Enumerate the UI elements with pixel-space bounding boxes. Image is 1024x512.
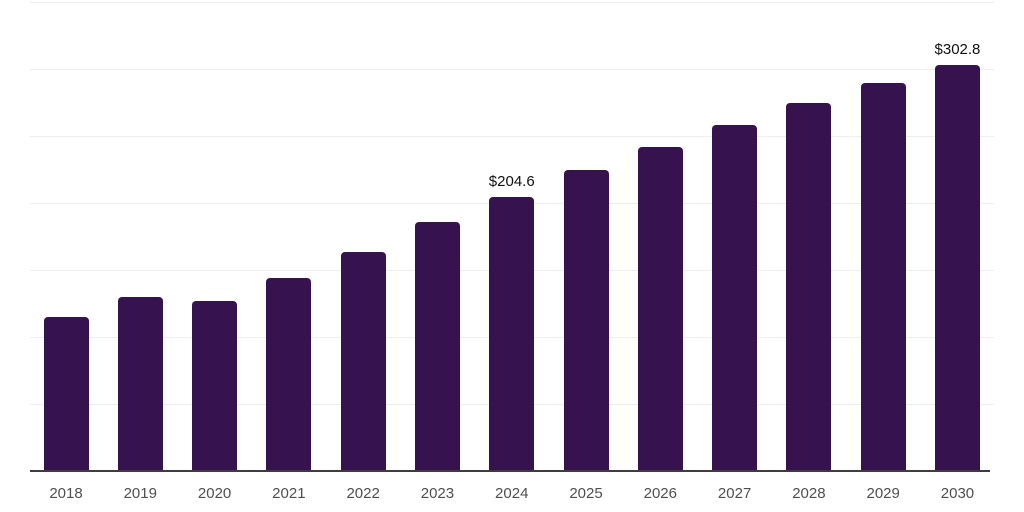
x-tick-2018: 2018 (49, 485, 83, 502)
bar-2029 (860, 83, 906, 471)
gridline-350 (30, 2, 994, 3)
bar-2025 (563, 170, 609, 471)
x-tick-2020: 2020 (197, 485, 232, 502)
x-tick-2024: 2024 (495, 485, 529, 502)
bar-2018 (43, 316, 89, 471)
x-tick-2029: 2029 (866, 485, 900, 502)
bar-2026 (637, 146, 683, 471)
bar-2028 (786, 103, 832, 471)
bar-2021 (266, 278, 312, 471)
value-label-2030: $302.8 (934, 41, 981, 59)
bar-2020 (192, 300, 238, 471)
x-tick-2022: 2022 (346, 485, 380, 502)
gridline-300 (30, 69, 994, 70)
bar-2023 (414, 221, 460, 471)
x-tick-2019: 2019 (123, 485, 157, 502)
bar-2030 (934, 65, 980, 471)
x-tick-2026: 2026 (643, 485, 677, 502)
x-axis-line (30, 470, 990, 472)
bar-2019 (117, 297, 163, 471)
x-tick-2025: 2025 (569, 485, 603, 502)
x-tick-2027: 2027 (717, 485, 752, 502)
x-tick-2021: 2021 (272, 485, 306, 502)
bar-2022 (340, 251, 386, 471)
gridline-250 (30, 136, 994, 137)
x-tick-2030: 2030 (940, 485, 975, 502)
value-label-2024: $204.6 (488, 172, 535, 190)
x-tick-2028: 2028 (792, 485, 826, 502)
bar-2027 (712, 125, 758, 471)
bar-2024 (489, 196, 535, 471)
x-tick-2023: 2023 (420, 485, 455, 502)
